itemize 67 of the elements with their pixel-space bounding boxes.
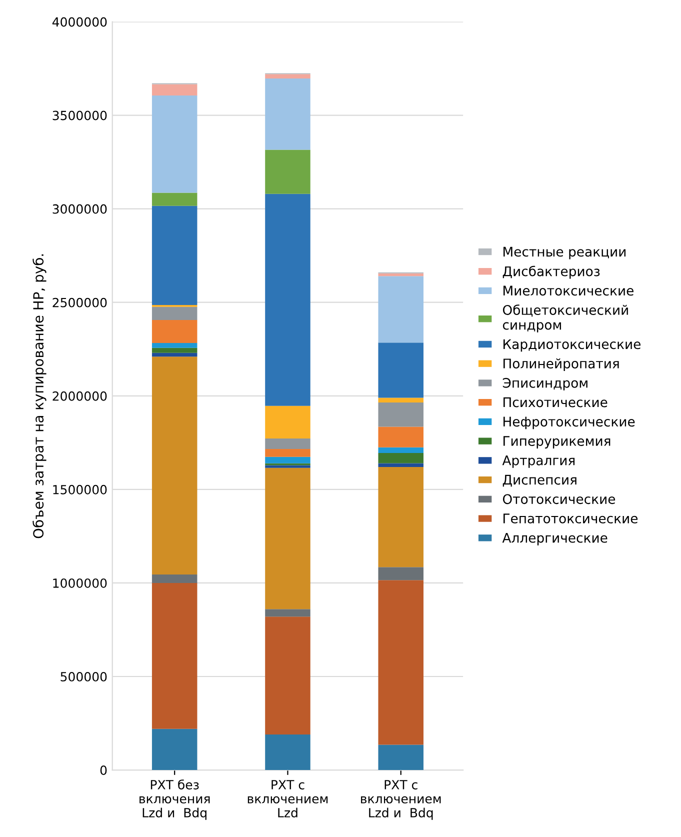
bar bbox=[265, 406, 310, 439]
bar bbox=[378, 567, 424, 580]
bar bbox=[378, 580, 424, 745]
bar bbox=[378, 342, 424, 398]
bar bbox=[152, 582, 198, 729]
legend-label: Гиперурикемия bbox=[504, 436, 610, 449]
x-tick-label: РХТ без включения Lzd и Bdq bbox=[140, 780, 210, 820]
y-tick-label: 3500000 bbox=[52, 110, 107, 120]
bar bbox=[152, 306, 198, 320]
bar bbox=[152, 356, 198, 575]
bar bbox=[378, 273, 424, 276]
bar bbox=[152, 84, 198, 96]
y-tick-label: 3000000 bbox=[52, 204, 107, 214]
legend-label: Местные реакции bbox=[504, 246, 626, 260]
legend-label: Артралгия bbox=[502, 456, 575, 468]
bar bbox=[378, 402, 424, 427]
bar bbox=[265, 438, 310, 450]
bar bbox=[152, 574, 198, 583]
bar bbox=[152, 728, 198, 770]
bar bbox=[152, 342, 198, 348]
legend-label: Полинейропатия bbox=[504, 358, 619, 372]
bar bbox=[378, 744, 424, 770]
bar bbox=[265, 456, 310, 464]
legend-label: Миелотоксические bbox=[504, 286, 634, 296]
x-tick-label: РХТ с включением Lzd и Bdq bbox=[361, 780, 441, 820]
bar bbox=[265, 194, 310, 406]
bar bbox=[378, 426, 424, 448]
y-tick-label: 4000000 bbox=[52, 17, 107, 27]
y-tick-label: 2500000 bbox=[52, 298, 107, 308]
legend-label: Нефротоксические bbox=[504, 416, 635, 430]
legend-label: Гепатотоксические bbox=[504, 514, 638, 524]
y-tick-label: 2000000 bbox=[52, 391, 107, 401]
bar bbox=[152, 352, 198, 357]
bar bbox=[265, 78, 310, 150]
bar bbox=[378, 276, 424, 343]
bar bbox=[152, 320, 198, 343]
bar bbox=[378, 463, 424, 467]
bar bbox=[265, 734, 310, 770]
bar bbox=[265, 465, 310, 468]
bar bbox=[378, 398, 424, 402]
legend-label: Общетоксический синдром bbox=[502, 304, 628, 332]
legend-label: Ототоксические bbox=[502, 494, 616, 504]
legend-label: Кардиотоксические bbox=[504, 339, 640, 352]
bar bbox=[265, 150, 310, 194]
bar bbox=[265, 74, 310, 78]
bar bbox=[265, 468, 310, 610]
legend-label: Диспепсия bbox=[502, 474, 576, 487]
y-tick-label: 1500000 bbox=[53, 484, 107, 494]
x-tick-label: РХТ с включением Lzd bbox=[248, 780, 328, 818]
bar bbox=[265, 609, 310, 617]
legend-label: Аллергические bbox=[502, 532, 608, 546]
legend-label: Эписиндром bbox=[502, 378, 588, 390]
legend-label: Психотические bbox=[504, 397, 608, 408]
y-tick-label: 1000000 bbox=[53, 578, 107, 588]
y-axis-title: Объем затрат на купирование НР, руб. bbox=[32, 254, 46, 538]
bar bbox=[378, 447, 424, 453]
bar bbox=[152, 348, 198, 353]
bar bbox=[152, 192, 198, 206]
bar bbox=[152, 95, 198, 193]
bar bbox=[265, 449, 310, 457]
bar bbox=[265, 616, 310, 734]
bar bbox=[378, 452, 424, 464]
y-tick-label: 500000 bbox=[60, 672, 107, 682]
y-tick-label: 0 bbox=[100, 766, 107, 775]
legend-label: Дисбактериоз bbox=[502, 266, 600, 279]
bar bbox=[378, 466, 424, 568]
bar bbox=[152, 206, 198, 305]
